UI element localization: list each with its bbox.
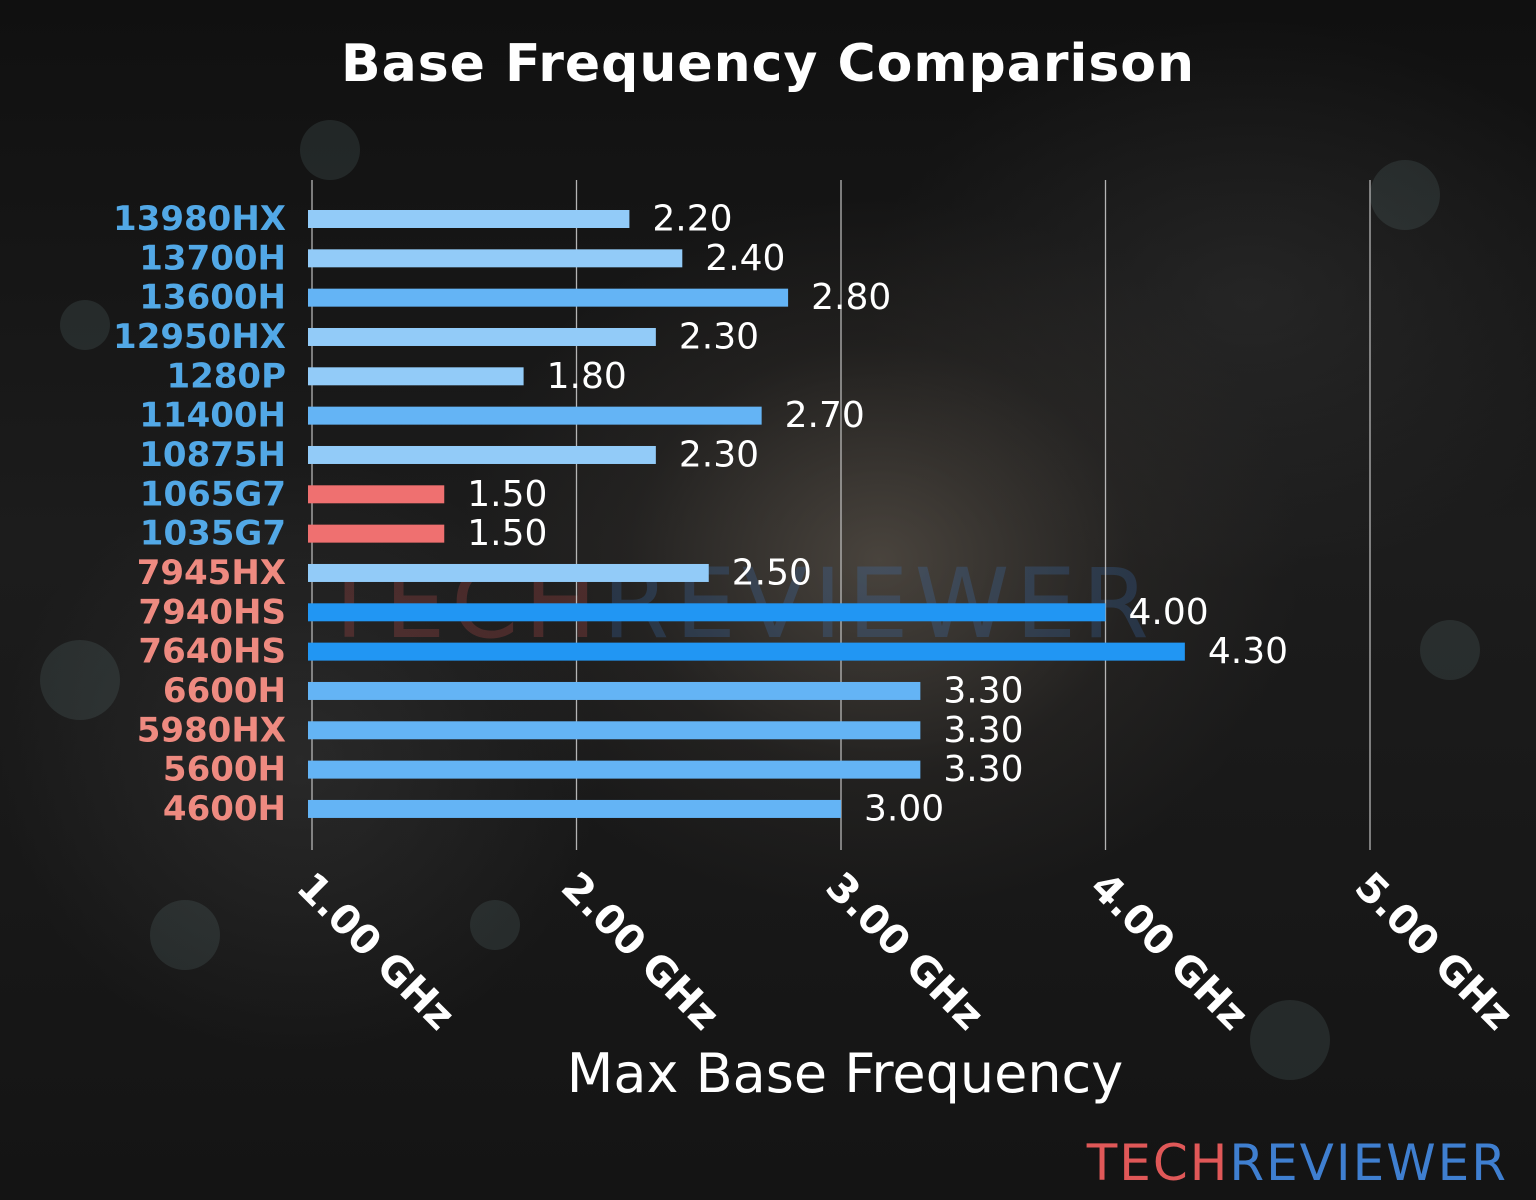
category-label: 5980HX [137, 710, 286, 750]
bar [308, 327, 656, 346]
value-label: 2.50 [732, 552, 812, 593]
category-label: 13700H [139, 238, 286, 278]
bar [308, 445, 656, 464]
bar [308, 799, 841, 818]
bar [308, 760, 921, 779]
bar [308, 603, 1106, 622]
value-label: 1.50 [467, 474, 547, 515]
brand-logo-tech: TECH [1086, 1134, 1230, 1192]
category-label: 6600H [163, 671, 286, 711]
value-label: 1.80 [547, 356, 627, 397]
category-label: 12950HX [113, 317, 286, 357]
value-label: 4.00 [1129, 592, 1209, 633]
category-label: 4600H [163, 789, 286, 829]
x-axis-label: Max Base Frequency [566, 1042, 1124, 1105]
value-label: 2.20 [652, 199, 732, 240]
category-label: 1065G7 [140, 474, 286, 514]
x-tick-label: 5.00 GHz [1346, 864, 1522, 1040]
category-label: 13600H [139, 278, 286, 318]
bar [308, 367, 524, 386]
value-label: 3.00 [864, 788, 944, 829]
bar [308, 721, 921, 740]
category-label: 1280P [166, 356, 286, 396]
category-label: 7940HS [138, 592, 286, 632]
bar [308, 210, 630, 228]
bar [308, 563, 709, 582]
category-label: 7640HS [138, 632, 286, 672]
value-label: 3.30 [943, 670, 1023, 711]
bar [308, 288, 789, 307]
x-tick-label: 1.00 GHz [288, 864, 464, 1040]
brand-logo: TECHREVIEWER [1087, 1134, 1508, 1192]
value-label: 3.30 [943, 749, 1023, 790]
x-tick-label: 3.00 GHz [817, 864, 993, 1040]
bar [308, 524, 445, 543]
chart-title: Base Frequency Comparison [340, 34, 1196, 94]
value-label: 2.30 [679, 316, 759, 357]
bar [308, 485, 445, 504]
value-label: 2.30 [679, 434, 759, 475]
value-label: 4.30 [1208, 631, 1288, 672]
value-label: 1.50 [467, 513, 547, 554]
bar [308, 681, 921, 700]
brand-logo-reviewer: REVIEWER [1229, 1134, 1508, 1192]
value-label: 2.40 [705, 238, 785, 279]
category-label: 11400H [139, 396, 286, 436]
category-label: 5600H [163, 750, 286, 790]
x-tick-label: 2.00 GHz [552, 864, 728, 1040]
bar [308, 406, 762, 425]
value-label: 2.70 [785, 395, 865, 436]
category-label: 1035G7 [140, 514, 286, 554]
bar [308, 642, 1185, 661]
category-label: 13980HX [113, 199, 286, 239]
x-tick-label: 4.00 GHz [1081, 864, 1257, 1040]
category-label: 7945HX [137, 553, 286, 593]
value-label: 3.30 [943, 710, 1023, 751]
bar [308, 249, 683, 268]
value-label: 2.80 [811, 277, 891, 318]
category-label: 10875H [139, 435, 286, 475]
